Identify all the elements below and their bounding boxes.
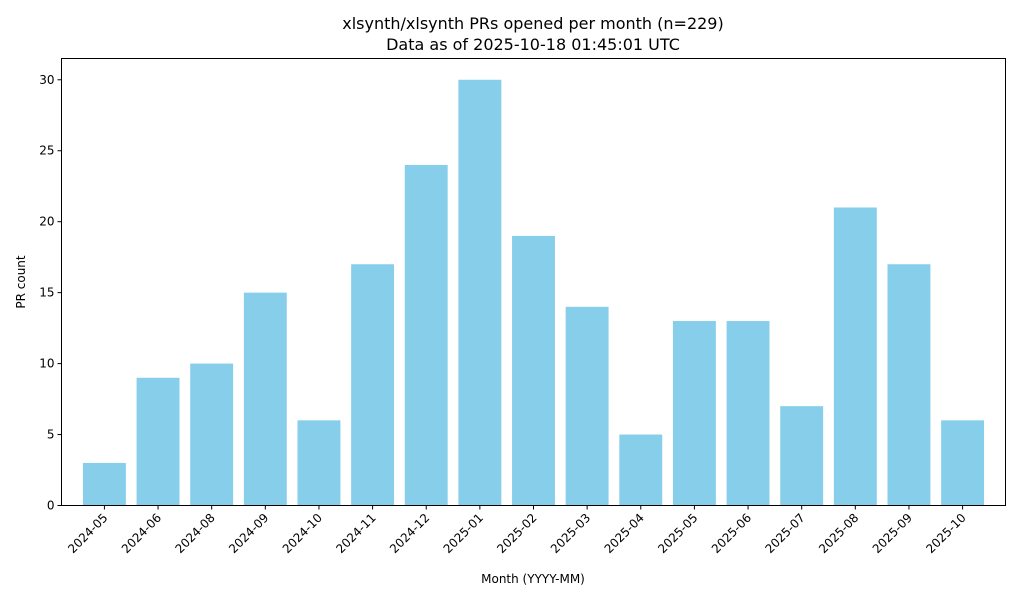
bar-2025-08 <box>833 207 877 506</box>
x-tick-label: 2025-05 <box>655 511 700 556</box>
bar-2025-05 <box>672 321 716 506</box>
bar-2024-10 <box>297 420 341 506</box>
bar-2024-08 <box>190 363 234 506</box>
plot-frame <box>61 58 1006 506</box>
bar-2025-07 <box>780 406 824 506</box>
chart-subtitle: Data as of 2025-10-18 01:45:01 UTC <box>386 35 680 54</box>
bar-2024-12 <box>404 164 448 506</box>
x-tick-label: 2024-11 <box>333 511 378 556</box>
y-tick-label: 25 <box>39 144 54 158</box>
bar-2025-06 <box>726 321 770 506</box>
x-tick-label: 2025-03 <box>548 511 593 556</box>
x-axis-ticks: 2024-05 2024-06 2024-08 2024-09 2024-10 2024-… <box>65 505 969 556</box>
bar-2025-03 <box>565 306 609 506</box>
x-tick-label: 2025-04 <box>602 511 647 556</box>
bar-2025-09 <box>887 264 931 506</box>
y-tick-label: 15 <box>39 286 54 300</box>
x-tick-label: 2025-10 <box>923 511 968 556</box>
x-tick-label: 2025-09 <box>870 511 915 556</box>
bar-2024-06 <box>136 377 180 506</box>
y-tick-label: 30 <box>39 73 54 87</box>
chart-title: xlsynth/xlsynth PRs opened per month (n=… <box>342 14 723 33</box>
y-axis-ticks: 0 5 10 15 20 25 30 <box>39 73 62 513</box>
bar-2025-02 <box>512 235 555 506</box>
bars-group <box>82 79 985 506</box>
x-tick-label: 2025-02 <box>494 511 539 556</box>
bar-2024-11 <box>351 264 395 506</box>
y-tick-label: 10 <box>39 357 54 371</box>
bar-2025-10 <box>941 420 985 506</box>
x-axis-label: Month (YYYY-MM) <box>481 572 585 586</box>
bar-2024-05 <box>82 462 126 506</box>
x-tick-label: 2025-01 <box>441 511 486 556</box>
bar-2024-09 <box>243 292 287 506</box>
x-tick-label: 2025-06 <box>709 511 754 556</box>
x-tick-label: 2024-12 <box>387 511 432 556</box>
x-tick-label: 2024-09 <box>226 511 271 556</box>
x-tick-label: 2025-08 <box>816 511 861 556</box>
x-tick-label: 2024-10 <box>280 511 325 556</box>
y-tick-label: 5 <box>47 428 55 442</box>
x-tick-label: 2024-08 <box>172 511 217 556</box>
x-tick-label: 2025-07 <box>762 511 807 556</box>
y-tick-label: 20 <box>39 215 54 229</box>
y-tick-label: 0 <box>47 499 55 513</box>
x-tick-label: 2024-06 <box>119 511 164 556</box>
bar-2025-01 <box>458 79 502 506</box>
y-axis-label: PR count <box>14 255 28 309</box>
bar-2025-04 <box>619 434 663 506</box>
x-tick-label: 2024-05 <box>65 511 110 556</box>
